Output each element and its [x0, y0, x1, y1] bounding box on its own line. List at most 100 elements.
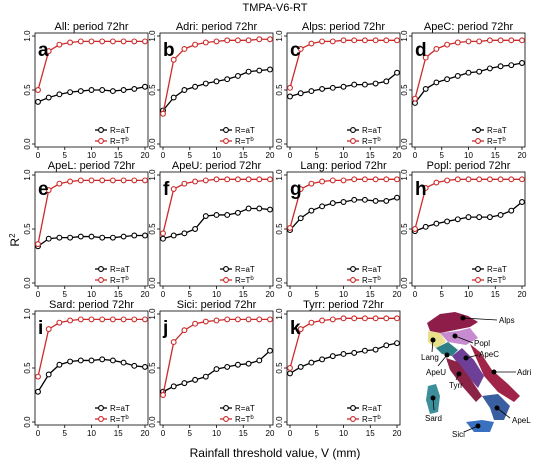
- x-tick-label: 10: [212, 290, 221, 299]
- data-point: [519, 37, 525, 44]
- data-point: [497, 176, 504, 183]
- data-point: [412, 226, 418, 232]
- data-point: [131, 232, 138, 239]
- data-point: [181, 46, 188, 52]
- data-point: [45, 326, 52, 333]
- data-point: [340, 83, 347, 90]
- data-point: [170, 339, 177, 346]
- data-point: [519, 60, 525, 66]
- legend-marker: [350, 266, 356, 272]
- panel-f: ApeU: period 72hr 0 5 10 15 20 0.0 0.5 1.0 f R=aT R…: [148, 160, 275, 299]
- data-point: [67, 317, 74, 324]
- legend-label: R=aT: [362, 265, 382, 274]
- x-tick-label: 5: [63, 290, 68, 299]
- data-point: [202, 80, 209, 87]
- data-point: [383, 78, 390, 85]
- data-point: [508, 62, 515, 69]
- data-point: [297, 46, 304, 52]
- data-point: [99, 316, 106, 323]
- x-tick-label: 20: [518, 290, 527, 299]
- data-point: [160, 230, 166, 237]
- data-point: [297, 90, 304, 97]
- data-point: [67, 358, 74, 365]
- data-point: [267, 316, 273, 323]
- x-tick-label: 0: [161, 151, 166, 160]
- data-point: [88, 177, 95, 184]
- legend-marker: [223, 277, 229, 283]
- data-point: [433, 220, 440, 227]
- data-point: [372, 197, 379, 204]
- series-line: [414, 62, 523, 104]
- data-point: [213, 212, 220, 218]
- data-point: [224, 76, 231, 83]
- data-point: [45, 371, 52, 378]
- data-point: [99, 87, 106, 93]
- y-tick-label: 0.0: [275, 138, 284, 150]
- data-point: [465, 176, 472, 183]
- panel-letter: j: [162, 318, 168, 339]
- panel-k: Tyrr: period 72hr 0 5 10 15 20 0.0 0.5 1.0 k R=aT R…: [275, 299, 402, 438]
- data-point: [383, 342, 390, 349]
- data-point: [120, 316, 127, 323]
- data-point: [35, 87, 41, 93]
- legend-label: R=Tb: [487, 137, 506, 146]
- x-tick-label: 0: [161, 290, 166, 299]
- data-point: [56, 361, 63, 368]
- data-point: [142, 316, 148, 323]
- data-point: [519, 176, 525, 183]
- panel-title: Adri: period 72hr: [176, 21, 258, 33]
- legend-label: R=aT: [487, 126, 507, 135]
- data-point: [361, 37, 368, 44]
- data-point: [486, 176, 493, 183]
- data-point: [287, 93, 293, 100]
- data-point: [361, 176, 368, 183]
- panel-d: ApeC: period 72hr 0 5 10 15 20 0.0 0.5 1.0 d R=aT R…: [400, 21, 527, 160]
- data-point: [67, 89, 74, 96]
- y-tick-label: 0.0: [148, 277, 157, 289]
- panel-title: Sici: period 72hr: [177, 299, 257, 311]
- x-tick-label: 10: [87, 151, 96, 160]
- legend-marker: [223, 127, 229, 133]
- data-point: [192, 320, 199, 327]
- map-region-tyrr: [446, 358, 482, 402]
- map-label-apec: ApeC: [479, 350, 499, 359]
- map-label-lang: Lang: [421, 353, 439, 362]
- y-tick-label: 0.0: [148, 416, 157, 428]
- series-line: [162, 68, 271, 111]
- data-point: [256, 316, 263, 323]
- data-point: [476, 38, 483, 45]
- data-point: [45, 187, 52, 194]
- data-point: [433, 46, 440, 52]
- x-tick-label: 20: [393, 429, 402, 438]
- data-point: [394, 340, 400, 347]
- data-point: [454, 216, 461, 223]
- data-point: [422, 85, 429, 92]
- data-point: [192, 41, 199, 48]
- map-leader-lang: [431, 339, 434, 353]
- data-point: [142, 363, 148, 370]
- legend-label: R=aT: [235, 404, 255, 413]
- data-point: [213, 38, 220, 45]
- map-label-tyrr: Tyrr: [449, 381, 463, 390]
- x-tick-label: 0: [413, 151, 418, 160]
- data-point: [99, 177, 106, 184]
- x-tick-label: 20: [266, 429, 275, 438]
- map-leader-apel: [496, 407, 511, 419]
- map-label-alps: Alps: [499, 316, 515, 325]
- data-point: [287, 224, 293, 231]
- data-point: [394, 194, 400, 201]
- data-point: [361, 315, 368, 322]
- data-point: [497, 63, 504, 70]
- data-point: [454, 39, 461, 46]
- y-tick-label: 0.5: [23, 84, 32, 96]
- data-point: [234, 176, 241, 183]
- x-tick-label: 20: [266, 151, 275, 160]
- panel-letter: e: [38, 179, 49, 200]
- data-point: [245, 316, 252, 323]
- data-point: [372, 80, 379, 87]
- data-point: [329, 200, 336, 207]
- data-point: [202, 318, 209, 325]
- data-point: [394, 69, 400, 76]
